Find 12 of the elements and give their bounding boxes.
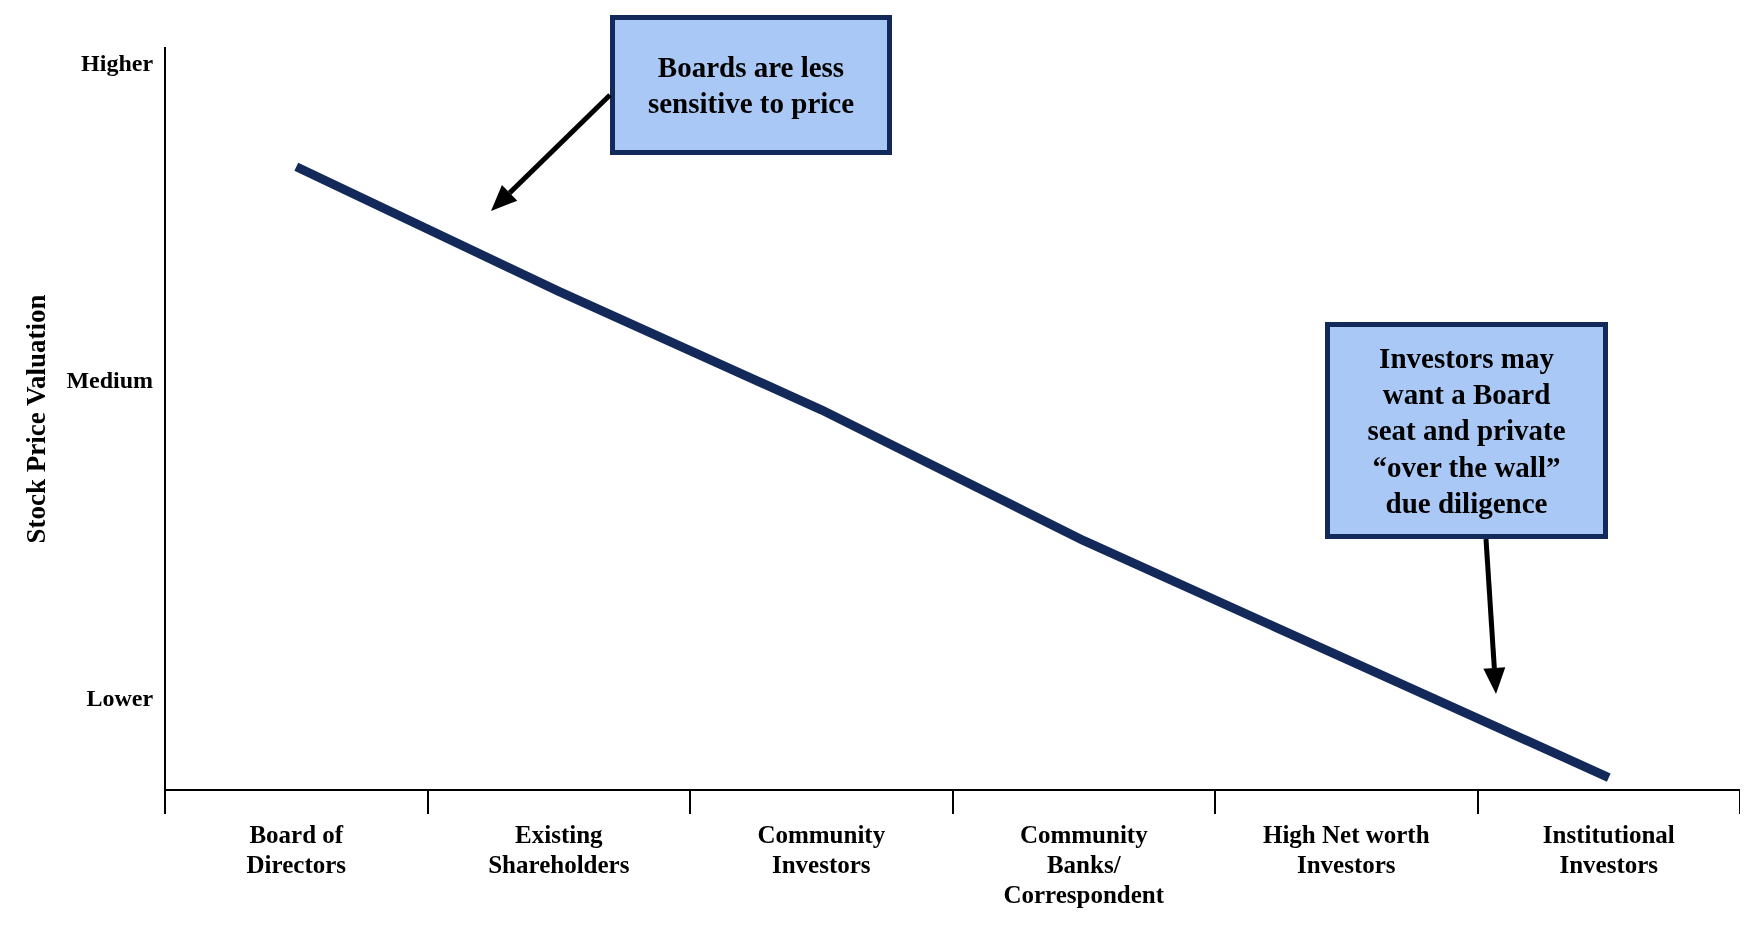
text: Medium: [66, 367, 154, 394]
text: Lower: [86, 684, 154, 711]
x-tick-label: Existing Shareholders: [488, 821, 630, 879]
callout-box: Boards are less sensitive to price: [610, 15, 892, 155]
text: Higher: [81, 50, 154, 77]
callout-box: Investors may want a Board seat and private “over the wall” due diligence: [1325, 322, 1608, 539]
x-tick-label: Institutional Investors: [1542, 821, 1675, 879]
x-tick-label: Community Investors: [757, 821, 886, 879]
y-axis-title: Stock Price Valuation: [21, 294, 52, 544]
x-tick-label: Community Banks/ Correspondent: [1003, 821, 1165, 909]
x-tick-label: High Net worth Investors: [1262, 821, 1430, 879]
x-tick-label: Board of Directors: [246, 821, 347, 879]
